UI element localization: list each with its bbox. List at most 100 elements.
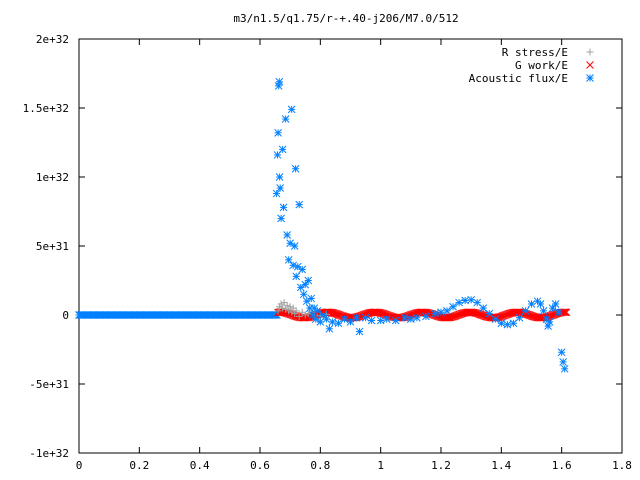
- x-tick-label: 0: [76, 459, 83, 472]
- legend-marker: [586, 74, 594, 82]
- acoustic-flux-point: [515, 313, 524, 322]
- y-tick-label: -1e+32: [29, 447, 69, 460]
- acoustic-flux-point: [473, 298, 482, 307]
- acoustic-flux-point: [298, 265, 307, 274]
- acoustic-flux-point: [313, 307, 322, 315]
- acoustic-flux-point: [275, 77, 284, 86]
- legend-label: Acoustic flux/E: [469, 72, 568, 85]
- acoustic-flux-point: [279, 203, 288, 212]
- acoustic-flux-point: [328, 318, 337, 326]
- acoustic-flux-point: [325, 324, 334, 333]
- x-tick-label: 1.2: [431, 459, 451, 472]
- r-stress-point: [282, 305, 290, 313]
- acoustic-flux-point: [290, 242, 299, 250]
- g-work-point: [562, 308, 571, 317]
- acoustic-flux-point: [367, 316, 376, 325]
- acoustic-flux-point: [287, 105, 296, 114]
- acoustic-flux-point: [355, 327, 364, 336]
- acoustic-flux-point: [346, 318, 355, 326]
- acoustic-flux-point: [291, 164, 300, 173]
- acoustic-flux-point: [536, 300, 545, 308]
- r-stress-point: [288, 308, 296, 316]
- y-tick-label: -5e+31: [29, 378, 69, 391]
- plot-frame: [78, 38, 623, 454]
- acoustic-flux-point: [539, 307, 548, 315]
- acoustic-flux-point: [292, 272, 301, 281]
- acoustic-flux-point: [560, 364, 569, 373]
- r-stress-point: [286, 303, 294, 311]
- acoustic-flux-point: [437, 308, 445, 317]
- acoustic-flux-point: [422, 312, 430, 321]
- y-tick-label: 1e+32: [36, 171, 69, 184]
- x-tick-label: 1: [377, 459, 384, 472]
- acoustic-flux-point: [545, 318, 554, 326]
- acoustic-flux-point: [277, 214, 285, 223]
- g-work-point: [560, 308, 568, 317]
- acoustic-flux-point: [361, 313, 370, 322]
- acoustic-flux-point: [449, 302, 457, 311]
- acoustic-flux-point: [548, 304, 557, 312]
- x-tick-label: 1.4: [491, 459, 511, 472]
- legend-label: R stress/E: [502, 46, 568, 59]
- acoustic-flux-point: [554, 308, 563, 317]
- data-marks: [75, 77, 571, 373]
- acoustic-flux-point: [274, 128, 282, 137]
- acoustic-flux-point: [340, 315, 349, 323]
- acoustic-flux-point: [308, 311, 317, 319]
- r-stress-point: [274, 307, 282, 315]
- acoustic-flux-point: [455, 298, 463, 307]
- r-stress-point: [279, 304, 287, 312]
- y-tick-label: 2e+32: [36, 33, 69, 46]
- acoustic-flux-point: [491, 315, 500, 323]
- acoustic-flux-point: [301, 280, 310, 289]
- y-tick-label: 5e+31: [36, 240, 69, 253]
- acoustic-flux-point: [272, 189, 281, 198]
- r-stress-point: [277, 300, 285, 308]
- acoustic-flux-point: [479, 304, 488, 312]
- legend-marker: [586, 48, 594, 56]
- acoustic-flux-point: [376, 316, 385, 325]
- acoustic-flux-point: [352, 313, 361, 322]
- acoustic-flux-point: [316, 318, 325, 326]
- acoustic-flux-point: [281, 115, 290, 123]
- acoustic-flux-point: [557, 348, 566, 357]
- acoustic-flux-point: [521, 307, 530, 315]
- acoustic-flux-point: [283, 231, 292, 239]
- acoustic-flux-point: [544, 322, 552, 330]
- acoustic-flux-point: [284, 255, 293, 264]
- x-tick-label: 1.8: [612, 459, 632, 472]
- acoustic-flux-point: [497, 319, 506, 328]
- r-stress-point: [283, 301, 291, 309]
- acoustic-flux-point: [413, 313, 421, 322]
- acoustic-flux-point: [467, 295, 476, 304]
- chart-title: m3/n1.5/q1.75/r-+.40-j206/M7.0/512: [233, 12, 458, 25]
- acoustic-flux-point: [278, 145, 287, 154]
- acoustic-flux-point: [304, 276, 313, 285]
- acoustic-flux-point: [391, 316, 400, 325]
- acoustic-flux-point: [334, 319, 343, 328]
- acoustic-flux-point: [443, 307, 451, 315]
- acoustic-flux-point: [289, 261, 298, 270]
- r-stress-point: [285, 307, 293, 315]
- acoustic-flux-point: [400, 313, 409, 322]
- plot-axes: 0 0.2 0.4 0.6 0.8 1 1.2 1.4 1.6 1.8 -1e+32 -5e+31 0 5…: [23, 33, 632, 472]
- acoustic-flux-point: [551, 300, 560, 308]
- y-tick-label: 1.5e+32: [23, 102, 69, 115]
- acoustic-flux-point: [276, 184, 285, 192]
- g-work-point: [561, 308, 570, 317]
- acoustic-flux-point: [307, 294, 316, 303]
- x-tick-label: 0.4: [190, 459, 210, 472]
- acoustic-flux-point: [382, 315, 391, 323]
- acoustic-flux-point: [275, 173, 284, 181]
- r-stress-point: [295, 312, 303, 320]
- r-stress-point: [304, 310, 312, 318]
- acoustic-flux-point: [406, 315, 415, 323]
- acoustic-flux-point: [322, 315, 331, 323]
- x-tick-label: 1.6: [552, 459, 572, 472]
- y-tick-label: 0: [62, 309, 69, 322]
- acoustic-flux-point: [319, 311, 328, 319]
- acoustic-flux-point: [527, 300, 536, 308]
- r-stress-point: [292, 307, 300, 315]
